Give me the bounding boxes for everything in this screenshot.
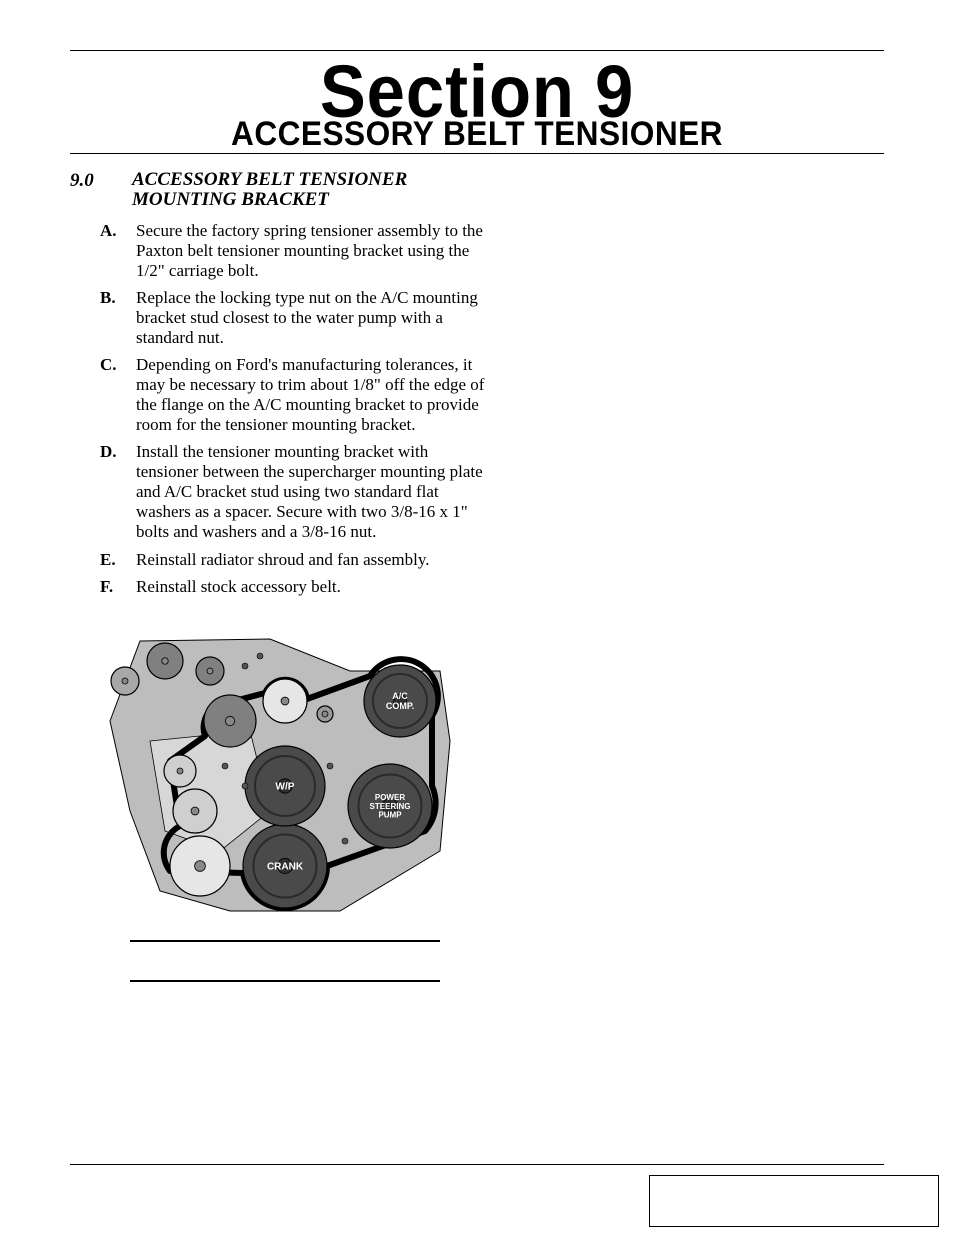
pulley-sc-main <box>170 836 230 896</box>
section-subtitle: ACCESSORY BELT TENSIONER <box>98 120 855 149</box>
pulley-tensioner <box>204 695 256 747</box>
pulley-top-2 <box>196 657 224 685</box>
belt-routing-diagram: CRANK W/P POWERSTEERINGPUMP A/CCOMP. <box>70 611 475 916</box>
step-text: Install the tensioner mounting bracket w… <box>116 442 490 542</box>
subsection-title: ACCESSORY BELT TENSIONER MOUNTING BRACKE… <box>132 170 407 211</box>
caption-rule-bottom <box>130 980 440 982</box>
pulley-idler-2 <box>317 706 333 722</box>
step-item: E.Reinstall radiator shroud and fan asse… <box>70 550 490 570</box>
pulley-power-steering: POWERSTEERINGPUMP <box>348 764 432 848</box>
pulley-idler-1 <box>263 679 307 723</box>
pulley-sc-small <box>164 755 196 787</box>
bolt-icon <box>242 783 248 789</box>
step-list: A.Secure the factory spring tensioner as… <box>70 221 490 597</box>
pulley-top-3 <box>111 667 139 695</box>
svg-text:POWER: POWER <box>375 793 405 802</box>
pulley-ac-comp: A/CCOMP. <box>364 665 436 737</box>
bolt-icon <box>257 653 263 659</box>
step-text: Depending on Ford's manufacturing tolera… <box>116 355 490 435</box>
subsection-number: 9.0 <box>70 170 132 192</box>
pulley-crank: CRANK <box>243 824 327 908</box>
section-title: Section 9 ACCESSORY BELT TENSIONER <box>70 61 884 149</box>
step-letter: E. <box>70 550 116 570</box>
bolt-icon <box>242 663 248 669</box>
bolt-icon <box>222 763 228 769</box>
svg-text:PUMP: PUMP <box>378 810 402 819</box>
svg-text:A/C: A/C <box>392 691 408 701</box>
step-letter: B. <box>70 288 116 308</box>
content-column: 9.0 ACCESSORY BELT TENSIONER MOUNTING BR… <box>70 170 490 982</box>
step-text: Reinstall stock accessory belt. <box>116 577 341 597</box>
step-letter: C. <box>70 355 116 375</box>
step-letter: F. <box>70 577 116 597</box>
pulley-top-1 <box>147 643 183 679</box>
step-item: D.Install the tensioner mounting bracket… <box>70 442 490 542</box>
step-item: C.Depending on Ford's manufacturing tole… <box>70 355 490 435</box>
bottom-rule <box>70 1164 884 1165</box>
svg-text:W/P: W/P <box>276 781 295 792</box>
step-item: B.Replace the locking type nut on the A/… <box>70 288 490 348</box>
page: Section 9 ACCESSORY BELT TENSIONER 9.0 A… <box>0 0 954 1235</box>
svg-text:STEERING: STEERING <box>370 801 411 810</box>
svg-text:COMP.: COMP. <box>386 701 414 711</box>
svg-text:CRANK: CRANK <box>267 861 304 872</box>
pulley-sc-idler <box>173 789 217 833</box>
diagram-svg: CRANK W/P POWERSTEERINGPUMP A/CCOMP. <box>70 611 475 916</box>
bolt-icon <box>327 763 333 769</box>
pulley-water-pump: W/P <box>245 746 325 826</box>
step-letter: D. <box>70 442 116 462</box>
step-letter: A. <box>70 221 116 241</box>
subsection-heading: 9.0 ACCESSORY BELT TENSIONER MOUNTING BR… <box>70 170 490 211</box>
bolt-icon <box>342 838 348 844</box>
step-item: F.Reinstall stock accessory belt. <box>70 577 490 597</box>
caption-rule-top <box>130 940 440 942</box>
title-underline <box>70 153 884 154</box>
step-item: A.Secure the factory spring tensioner as… <box>70 221 490 281</box>
step-text: Reinstall radiator shroud and fan assemb… <box>116 550 430 570</box>
footer-box <box>649 1175 939 1227</box>
step-text: Secure the factory spring tensioner asse… <box>116 221 490 281</box>
step-text: Replace the locking type nut on the A/C … <box>116 288 490 348</box>
